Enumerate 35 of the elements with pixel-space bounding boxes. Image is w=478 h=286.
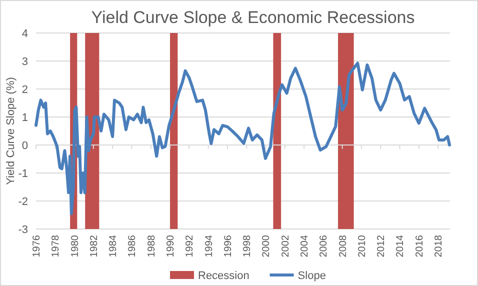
x-tick-label: 1998 [242,234,254,258]
y-tick-label: 3 [22,56,28,68]
y-tick-label: 2 [22,84,28,96]
chart-title: Yield Curve Slope & Economic Recessions [91,8,415,27]
x-tick-label: 2008 [338,234,349,258]
x-tick-label: 1996 [222,234,234,258]
x-tick-label: 1980 [70,234,81,258]
x-tick-label: 2004 [300,234,311,258]
y-tick-label: -1 [18,168,28,180]
x-tick-label: 2000 [261,234,272,258]
legend-label: Slope [298,270,326,282]
y-tick-label: 0 [22,140,28,152]
x-tick-label: 1984 [108,234,120,258]
x-tick-label: 2002 [280,234,292,258]
x-tick-label: 2006 [318,234,330,258]
x-tick-label: 2016 [414,234,426,258]
x-tick-label: 1982 [88,234,100,258]
x-tick-label: 1976 [32,234,42,258]
x-tick-label: 1986 [127,234,138,258]
x-tick-label: 2014 [395,234,406,258]
x-tick-label: 1988 [146,234,158,258]
y-axis-title: Yield Curve Slope (%) [4,77,17,185]
y-tick-label: -2 [18,196,28,208]
y-tick-label: 1 [22,112,28,124]
x-tick-label: 2018 [434,234,445,258]
x-tick-label: 1978 [50,234,62,258]
y-tick-label: -3 [18,224,28,236]
x-tick-label: 1990 [166,234,177,258]
y-tick-label: 4 [22,28,28,40]
x-tick-label: 2010 [356,234,368,258]
line-series [34,62,452,216]
legend-label: Recession [198,270,250,282]
x-tick-label: 1992 [184,234,196,258]
x-tick-label: 2012 [376,234,388,258]
x-tick-label: 1994 [204,234,215,258]
